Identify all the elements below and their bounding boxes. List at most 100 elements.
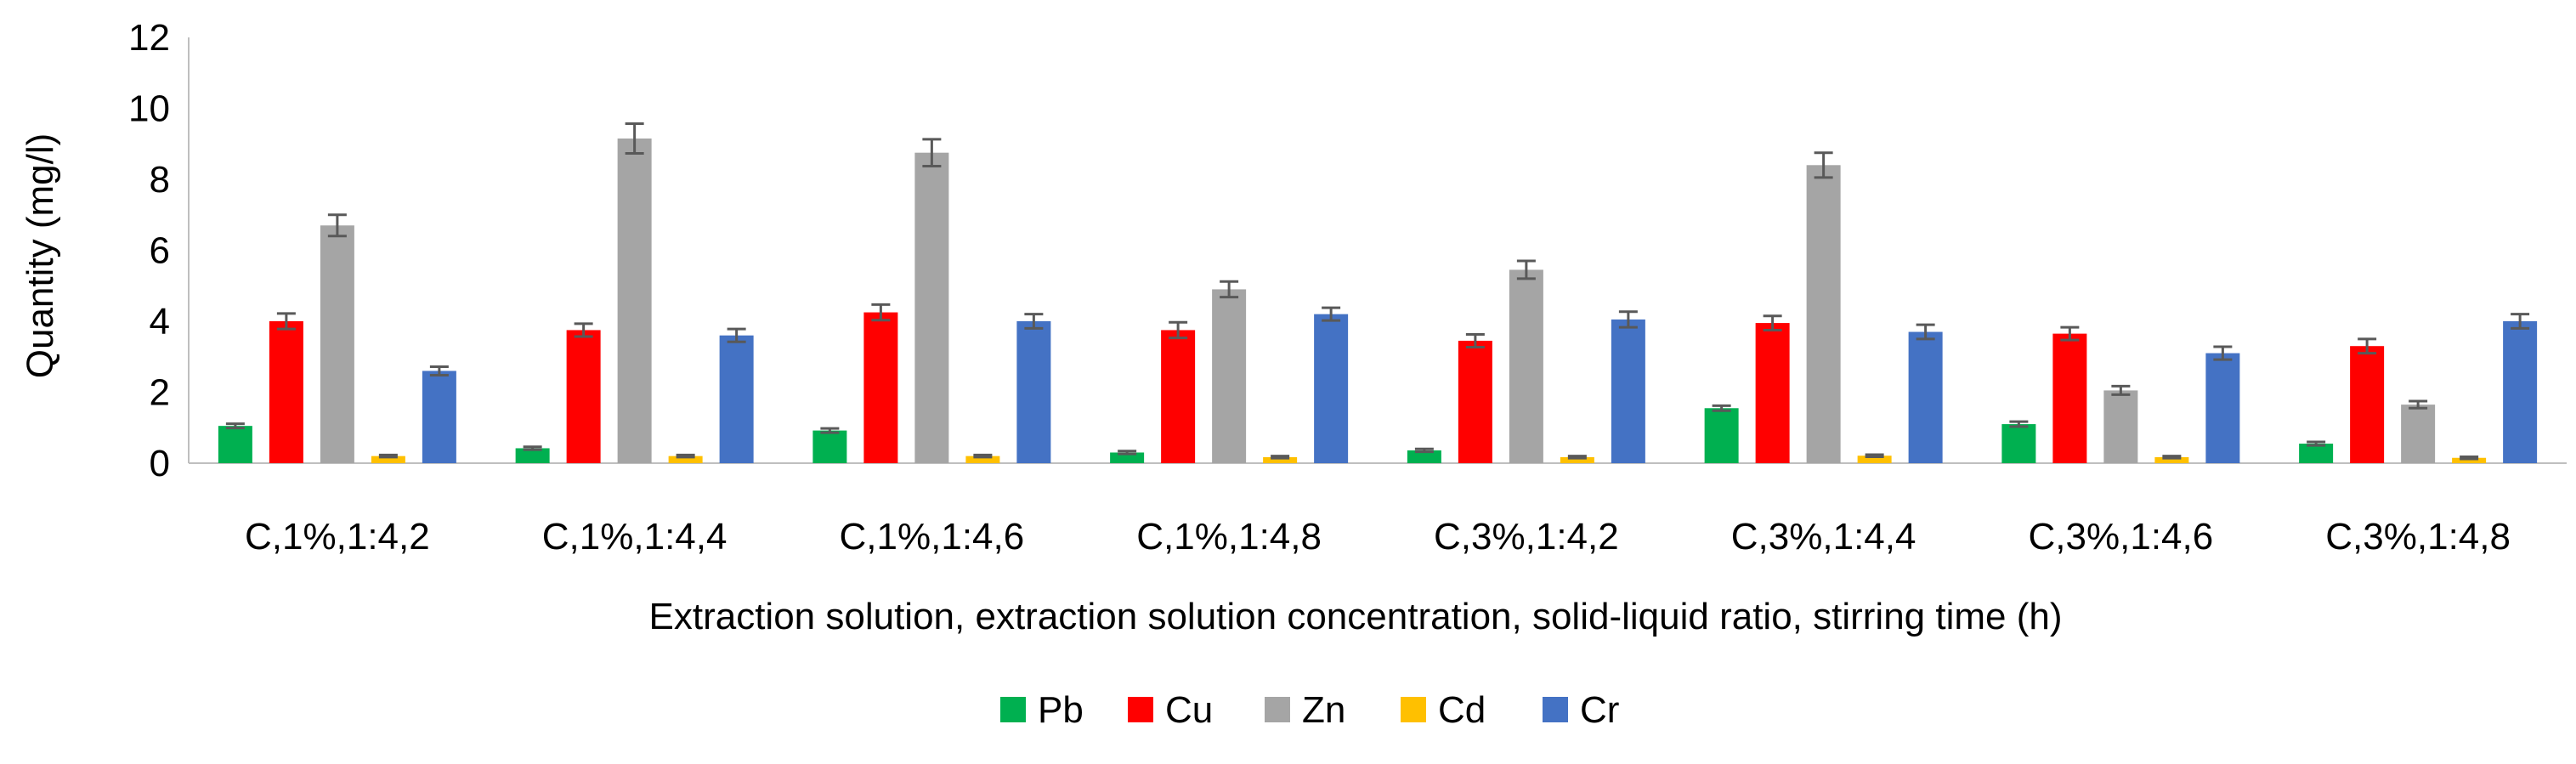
bar-zn bbox=[1509, 269, 1543, 463]
error-bar-cd bbox=[1271, 455, 1290, 460]
bar-pb bbox=[2001, 424, 2036, 463]
bar-zn bbox=[1806, 165, 1841, 464]
bar-zn bbox=[320, 225, 354, 463]
y-tick-label: 0 bbox=[150, 443, 170, 484]
error-bar-cd bbox=[2162, 455, 2182, 460]
error-bar-cu bbox=[871, 303, 891, 322]
error-bar-cr bbox=[1916, 323, 1935, 341]
bar-cd bbox=[371, 456, 405, 463]
bar-cr bbox=[1314, 314, 1349, 463]
error-bars-layer bbox=[225, 122, 2530, 461]
error-bar-zn bbox=[625, 122, 644, 156]
error-bar-cr bbox=[429, 365, 449, 376]
error-bar-zn bbox=[2111, 384, 2131, 396]
error-bar-cu bbox=[1169, 320, 1188, 340]
error-bar-zn bbox=[1220, 280, 1239, 299]
bar-cd bbox=[965, 456, 1000, 463]
error-bar-cd bbox=[1865, 453, 1884, 458]
bar-zn bbox=[2401, 405, 2436, 463]
legend-swatch bbox=[1265, 697, 1290, 722]
error-bar-cd bbox=[378, 453, 398, 459]
error-bar-zn bbox=[1814, 151, 1833, 179]
error-bar-cr bbox=[1024, 313, 1044, 330]
legend-swatch bbox=[1000, 697, 1026, 722]
bar-cr bbox=[1611, 319, 1645, 463]
error-bar-zn bbox=[327, 213, 347, 238]
bar-cr bbox=[1016, 321, 1051, 463]
bar-pb bbox=[812, 430, 847, 463]
bar-cr bbox=[422, 371, 456, 463]
bar-cu bbox=[269, 321, 303, 463]
y-tick-label: 2 bbox=[150, 372, 170, 414]
error-bar-cu bbox=[1465, 332, 1485, 348]
bar-pb bbox=[2299, 444, 2334, 463]
legend-label: Cd bbox=[1438, 689, 1486, 731]
bars-layer bbox=[218, 138, 2538, 464]
bar-pb bbox=[1407, 450, 1441, 463]
error-bar-pb bbox=[225, 422, 245, 430]
bar-cu bbox=[566, 330, 601, 463]
bar-zn bbox=[617, 138, 652, 464]
bar-cd bbox=[1263, 456, 1298, 463]
bar-cd bbox=[1560, 456, 1594, 463]
error-bar-cd bbox=[1567, 455, 1587, 460]
error-bar-pb bbox=[820, 427, 840, 434]
bar-pb bbox=[1704, 408, 1739, 463]
x-axis-title: Extraction solution, extraction solution… bbox=[649, 596, 2063, 637]
error-bar-cr bbox=[1618, 310, 1638, 329]
bar-cd bbox=[1857, 456, 1892, 463]
error-bar-cu bbox=[276, 312, 296, 331]
error-bar-zn bbox=[2409, 399, 2428, 410]
error-bar-pb bbox=[2009, 420, 2029, 428]
y-tick-label: 6 bbox=[150, 230, 170, 272]
bar-cu bbox=[2052, 333, 2087, 463]
x-category-label: C,3%,1:4,6 bbox=[2029, 516, 2214, 557]
bar-cr bbox=[2503, 321, 2538, 463]
bar-cd bbox=[2452, 457, 2487, 463]
x-category-labels: C,1%,1:4,2 C,1%,1:4,4 C,1%,1:4,6 C,1%,1:4,8… bbox=[245, 516, 2511, 557]
error-bar-cu bbox=[574, 322, 593, 338]
error-bar-cd bbox=[2460, 455, 2479, 461]
error-bar-pb bbox=[1712, 404, 1731, 412]
x-category-label: C,3%,1:4,2 bbox=[1434, 516, 1619, 557]
bar-cu bbox=[1458, 340, 1492, 463]
legend-swatch bbox=[1401, 697, 1426, 722]
legend-swatch bbox=[1128, 697, 1153, 722]
y-tick-label: 8 bbox=[150, 159, 170, 201]
x-category-label: C,1%,1:4,2 bbox=[245, 516, 430, 557]
error-bar-cu bbox=[2358, 337, 2377, 355]
x-category-label: C,1%,1:4,8 bbox=[1136, 516, 1322, 557]
bar-cu bbox=[2350, 346, 2385, 463]
legend-label: Pb bbox=[1038, 689, 1084, 731]
x-category-label: C,1%,1:4,4 bbox=[542, 516, 728, 557]
error-bar-pb bbox=[1414, 447, 1434, 454]
error-bar-cu bbox=[2060, 325, 2080, 342]
y-tick-labels: 0 2 4 6 8 10 12 bbox=[128, 17, 170, 484]
error-bar-cr bbox=[727, 327, 746, 343]
legend-label: Zn bbox=[1302, 689, 1345, 731]
error-bar-cd bbox=[676, 453, 695, 459]
y-tick-label: 12 bbox=[128, 17, 170, 59]
legend-swatch bbox=[1543, 697, 1568, 722]
y-axis-title: Quantity (mg/l) bbox=[20, 133, 61, 379]
bar-cr bbox=[719, 335, 754, 463]
x-category-label: C,3%,1:4,8 bbox=[2325, 516, 2511, 557]
legend: Pb Cu Zn Cd Cr bbox=[1000, 689, 1619, 731]
bar-pb bbox=[515, 448, 550, 463]
bar-cr bbox=[1908, 331, 1943, 463]
error-bar-cr bbox=[2511, 313, 2530, 330]
bar-cd bbox=[2154, 456, 2189, 463]
legend-item-zn: Zn bbox=[1265, 689, 1345, 731]
error-bar-zn bbox=[1516, 259, 1536, 280]
error-bar-cr bbox=[2213, 345, 2233, 361]
error-bar-cu bbox=[1763, 314, 1782, 331]
bar-pb bbox=[218, 426, 252, 463]
error-bar-pb bbox=[523, 445, 542, 451]
bar-cd bbox=[668, 456, 703, 463]
error-bar-cd bbox=[973, 453, 993, 459]
x-category-label: C,1%,1:4,6 bbox=[840, 516, 1025, 557]
legend-item-cu: Cu bbox=[1128, 689, 1213, 731]
legend-label: Cr bbox=[1580, 689, 1619, 731]
bar-cu bbox=[1755, 323, 1790, 463]
